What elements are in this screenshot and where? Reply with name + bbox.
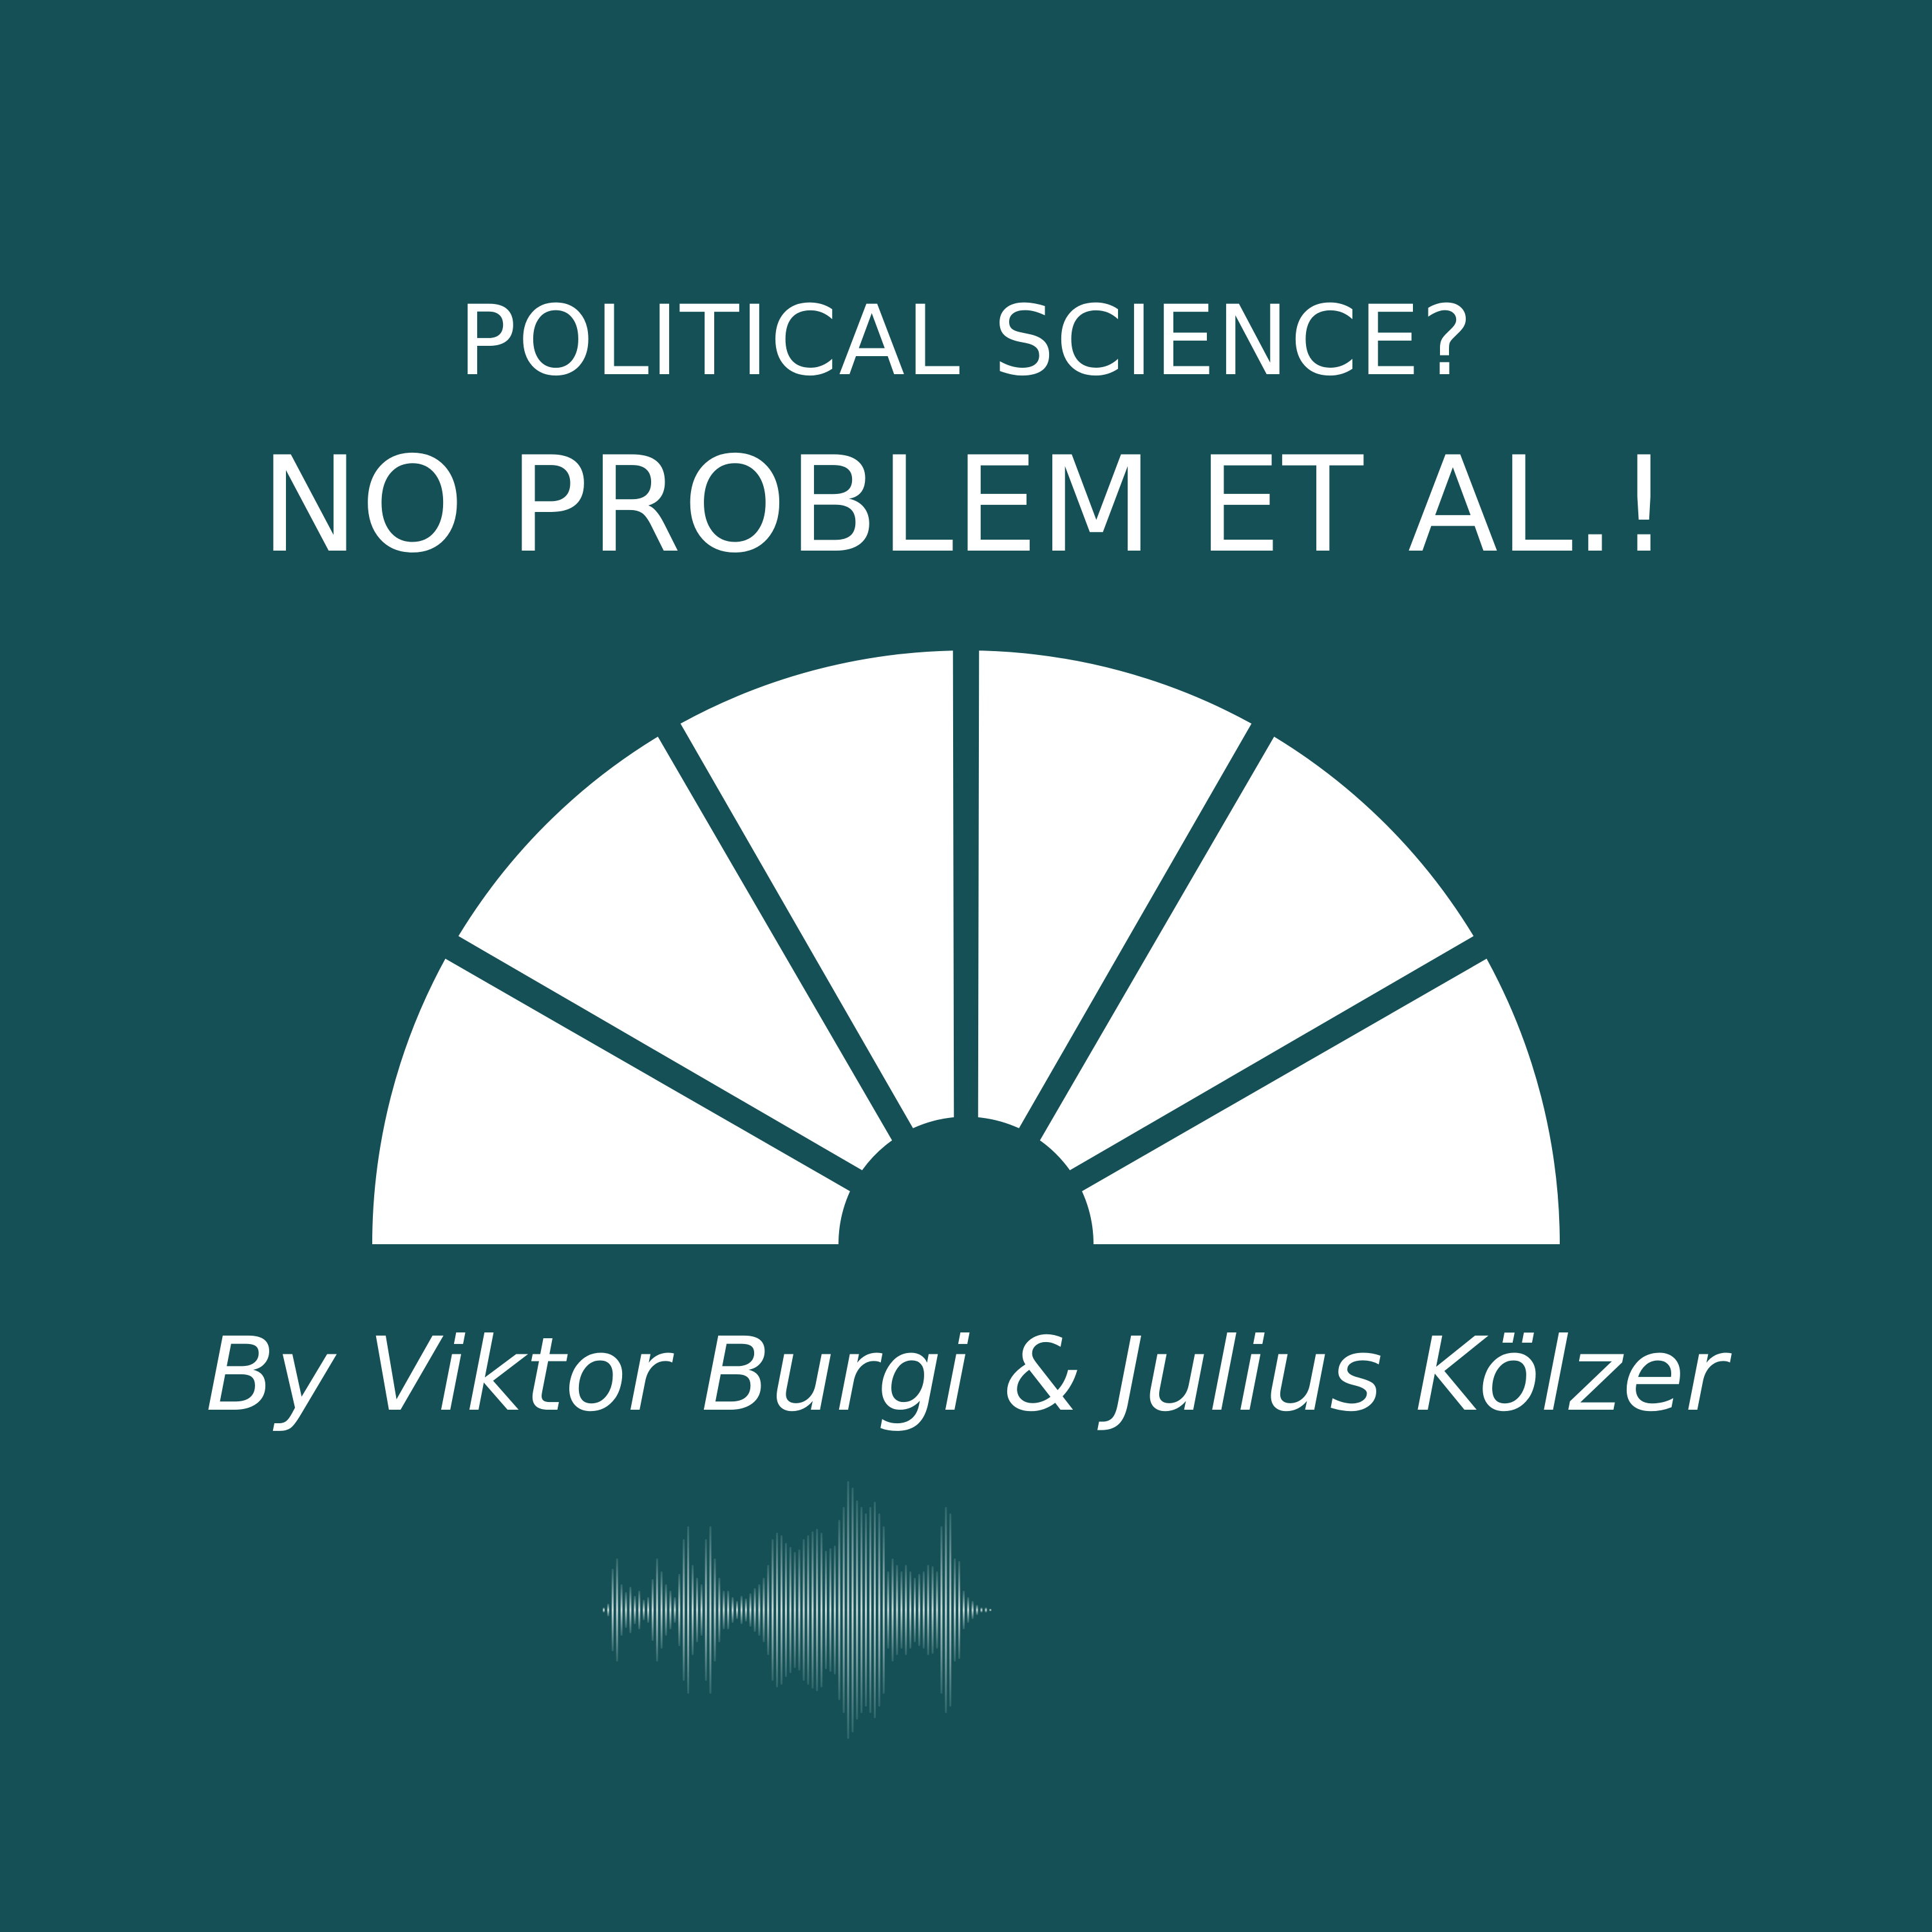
hemicycle-segment [978, 650, 1252, 1128]
waveform-bar [732, 1597, 734, 1623]
waveform-bar [900, 1571, 903, 1649]
waveform-bar [922, 1571, 925, 1649]
waveform-bar [718, 1578, 721, 1642]
waveform-bar [762, 1578, 765, 1642]
waveform-bar [980, 1607, 983, 1613]
waveform-bar [954, 1558, 956, 1662]
waveform-bar [683, 1539, 685, 1681]
waveform-bar [847, 1481, 849, 1739]
waveform-bar [811, 1531, 814, 1689]
waveform-bar [789, 1547, 791, 1673]
waveform-bar [918, 1574, 920, 1646]
waveform-bar [674, 1597, 676, 1623]
hemicycle-segment [680, 650, 954, 1128]
waveform-bar [878, 1513, 880, 1707]
waveform-bar [833, 1546, 836, 1674]
waveform-bar [860, 1507, 863, 1713]
waveform-bar [838, 1520, 840, 1700]
waveform-bar [611, 1569, 614, 1651]
waveform-bar [802, 1539, 805, 1681]
waveform-bar [692, 1565, 694, 1655]
waveform-bar [696, 1578, 698, 1642]
waveform-bar [820, 1533, 823, 1687]
hemicycle-segment [1082, 958, 1560, 1244]
waveform-bar [865, 1513, 867, 1707]
waveform-bar [940, 1526, 943, 1694]
waveform-bar [620, 1584, 623, 1636]
cover-subtitle: POLITICAL SCIENCE? [458, 285, 1474, 397]
waveform-bar [727, 1591, 730, 1629]
waveform-bar [882, 1526, 885, 1694]
waveform-bar [753, 1588, 756, 1632]
waveform-bar [651, 1579, 654, 1641]
waveform-bar [958, 1561, 960, 1659]
waveform-bar [714, 1558, 716, 1662]
waveform-bar [740, 1596, 743, 1624]
waveform-bar [936, 1571, 938, 1649]
waveform-bar [700, 1584, 703, 1636]
cover-title: NO PROBLEM ET AL.! [260, 429, 1672, 582]
waveform-bar [781, 1535, 782, 1685]
waveform-bar [669, 1591, 672, 1629]
waveform-bar [873, 1502, 876, 1718]
waveform-bar [709, 1526, 712, 1694]
waveform-bar [603, 1607, 605, 1613]
waveform-bar [643, 1600, 645, 1620]
waveform-bar [856, 1501, 858, 1719]
waveform-bar [869, 1507, 871, 1713]
waveform-bar [705, 1539, 707, 1681]
waveform-bar [825, 1551, 827, 1669]
waveform-bar [767, 1565, 770, 1655]
waveform-bar [749, 1593, 752, 1627]
waveform-bar [784, 1543, 787, 1677]
waveform-bar [776, 1533, 779, 1687]
hemicycle-segment [372, 958, 850, 1244]
waveform-bar [647, 1597, 649, 1623]
waveform-bar [914, 1578, 916, 1642]
waveform-bar [945, 1507, 947, 1713]
waveform-bar [896, 1565, 898, 1655]
waveform-bar [949, 1513, 952, 1707]
waveform-bar [656, 1558, 658, 1662]
waveform-bar [687, 1526, 690, 1694]
waveform-bar [616, 1558, 618, 1662]
waveform-bar [736, 1601, 738, 1619]
waveform-bar [891, 1558, 894, 1662]
waveform-bar [927, 1565, 929, 1655]
waveform-bar [744, 1598, 747, 1622]
waveform-bar [909, 1571, 912, 1649]
hemicycle-segment [1039, 736, 1474, 1171]
waveform-bar [851, 1488, 854, 1732]
waveform-bar [772, 1539, 774, 1681]
waveform-bar [967, 1597, 969, 1623]
cover-byline: By Viktor Burgi & Julius Kölzer [205, 1316, 1727, 1434]
waveform-bar [887, 1571, 889, 1649]
waveform-bar [962, 1591, 965, 1629]
waveform-bar [816, 1529, 819, 1691]
waveform-bar [842, 1507, 845, 1713]
hemicycle-segment [458, 736, 893, 1171]
waveform-bar [985, 1607, 987, 1613]
waveform-bar [625, 1592, 627, 1628]
waveform-bar [723, 1591, 725, 1629]
waveform-bar [660, 1571, 663, 1649]
waveform-bar [629, 1587, 632, 1633]
waveform-bar [634, 1596, 636, 1624]
waveform-bar [607, 1604, 609, 1616]
waveform-bar [829, 1548, 831, 1672]
waveform-bar [989, 1609, 992, 1611]
waveform-bar [678, 1574, 681, 1646]
waveform-bar [638, 1591, 641, 1629]
waveform-bar [758, 1584, 761, 1636]
waveform-bar [931, 1566, 934, 1654]
waveform-bar [976, 1605, 978, 1615]
waveform-bar [798, 1549, 800, 1671]
waveform-bar [971, 1601, 974, 1619]
waveform-bar [665, 1584, 667, 1636]
waveform-bar [905, 1565, 907, 1655]
waveform-bar [793, 1552, 796, 1668]
waveform-bar [807, 1535, 810, 1685]
